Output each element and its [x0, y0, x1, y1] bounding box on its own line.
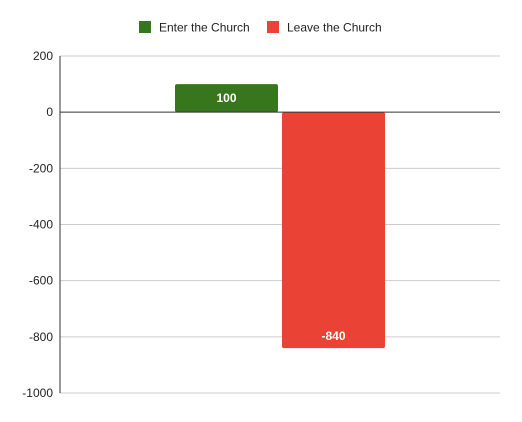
y-tick-label: 0 — [46, 105, 53, 119]
bars — [175, 84, 385, 349]
y-tick-label: -1000 — [22, 386, 53, 400]
bar-enter-the-church — [175, 84, 278, 113]
data-label: -840 — [321, 329, 345, 343]
legend-swatch — [267, 21, 279, 33]
legend: Enter the Church Leave the Church — [139, 21, 382, 35]
bar-leave-the-church — [282, 112, 385, 349]
data-labels: 100 -840 — [216, 91, 345, 343]
data-label: 100 — [216, 91, 236, 105]
legend-label: Enter the Church — [159, 21, 250, 35]
y-tick-label: -400 — [29, 218, 53, 232]
gridlines — [60, 55, 500, 394]
y-tick-label: 200 — [33, 49, 53, 63]
legend-swatch — [139, 21, 151, 33]
y-tick-label: -200 — [29, 161, 53, 175]
y-tick-label: -800 — [29, 330, 53, 344]
y-tick-label: -600 — [29, 274, 53, 288]
legend-label: Leave the Church — [287, 21, 382, 35]
y-axis-tick-labels: 200 0 -200 -400 -600 -800 -1000 — [22, 49, 53, 400]
